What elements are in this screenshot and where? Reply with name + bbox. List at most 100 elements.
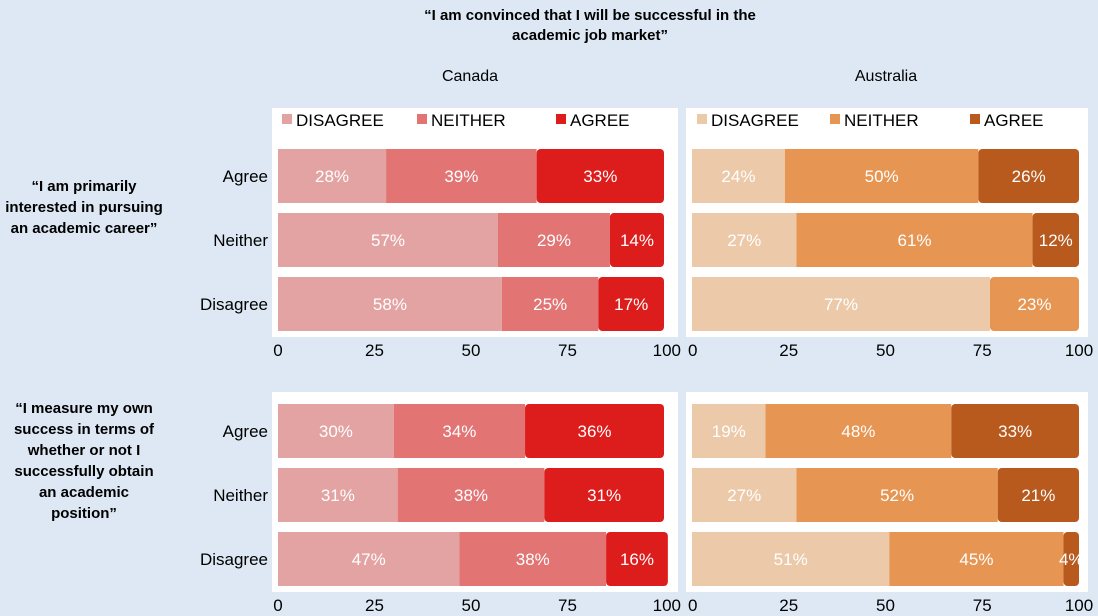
legend-label-canada-disagree: DISAGREE [296,111,384,130]
data-label-career-australia-disagree-disagree: 77% [824,295,858,314]
data-label-success-australia-disagree-neither: 45% [959,550,993,569]
bar-success-australia-agree-disagree [692,404,766,458]
bar-success-canada-neither-neither [397,468,545,522]
bar-career-canada-agree-disagree [278,149,387,203]
bar-career-canada-neither-agree [609,213,664,267]
tick-label-career-australia-100: 100 [1065,341,1093,360]
data-label-career-australia-neither-disagree: 27% [727,231,761,250]
category-label-career-neither: Neither [213,231,268,250]
legend-swatch-canada-disagree [282,114,292,124]
bar-success-canada-disagree-agree [606,532,668,586]
chart-title: “I am convinced that I will be successfu… [424,7,756,44]
data-label-success-australia-neither-agree: 21% [1021,486,1055,505]
data-label-success-australia-agree-neither: 48% [841,422,875,441]
data-label-success-canada-neither-disagree: 31% [321,486,355,505]
bar-career-australia-disagree-neither [989,277,1079,331]
bar-success-australia-disagree-neither [889,532,1064,586]
data-label-success-canada-neither-agree: 31% [587,486,621,505]
tick-label-career-australia-50: 50 [876,341,895,360]
data-label-success-canada-agree-neither: 34% [442,422,476,441]
bar-career-australia-disagree-disagree [692,277,990,331]
bar-career-australia-agree-disagree [692,149,785,203]
data-label-career-canada-disagree-agree: 17% [614,295,648,314]
legend-swatch-australia-agree [970,114,980,124]
bar-success-australia-neither-disagree [692,468,797,522]
tick-label-career-canada-25: 25 [365,341,384,360]
tick-label-success-canada-0: 0 [273,596,282,615]
legend-swatch-canada-neither [417,114,427,124]
tick-label-success-canada-25: 25 [365,596,384,615]
data-label-success-australia-agree-disagree: 19% [712,422,746,441]
data-label-success-australia-neither-disagree: 27% [727,486,761,505]
bar-success-canada-neither-agree [544,468,664,522]
tick-label-success-australia-75: 75 [973,596,992,615]
bar-career-australia-agree-agree [978,149,1079,203]
bar-career-canada-disagree-disagree [278,277,502,331]
bar-success-canada-neither-disagree [278,468,398,522]
data-label-career-australia-agree-neither: 50% [865,167,899,186]
bar-success-australia-disagree-disagree [692,532,890,586]
data-label-success-canada-disagree-agree: 16% [620,550,654,569]
tick-label-career-australia-0: 0 [688,341,697,360]
tick-label-career-canada-50: 50 [462,341,481,360]
row-title-success: “I measure my own success in terms of wh… [13,400,155,522]
bar-career-canada-neither-disagree [278,213,499,267]
data-label-success-australia-disagree-disagree: 51% [774,550,808,569]
legend-label-australia-disagree: DISAGREE [711,111,799,130]
data-label-career-canada-agree-neither: 39% [444,167,478,186]
bar-career-australia-neither-disagree [692,213,797,267]
bar-career-canada-agree-neither [386,149,537,203]
data-label-career-australia-neither-agree: 12% [1039,231,1073,250]
category-label-career-disagree: Disagree [200,295,268,314]
tick-label-success-canada-100: 100 [653,596,681,615]
bar-success-canada-disagree-disagree [278,532,460,586]
data-label-success-canada-disagree-disagree: 47% [352,550,386,569]
data-label-career-canada-disagree-neither: 25% [533,295,567,314]
category-label-career-agree: Agree [223,167,268,186]
data-label-career-canada-agree-agree: 33% [583,167,617,186]
data-label-career-canada-neither-neither: 29% [537,231,571,250]
data-label-career-australia-agree-disagree: 24% [721,167,755,186]
tick-label-success-canada-50: 50 [462,596,481,615]
bar-career-canada-neither-neither [498,213,610,267]
data-label-success-canada-agree-disagree: 30% [319,422,353,441]
data-label-success-australia-agree-agree: 33% [998,422,1032,441]
data-label-career-australia-neither-neither: 61% [898,231,932,250]
region-title-canada: Canada [441,68,499,85]
legend-swatch-australia-neither [830,114,840,124]
data-label-career-canada-neither-agree: 14% [620,231,654,250]
data-label-success-canada-neither-neither: 38% [454,486,488,505]
data-label-career-canada-agree-disagree: 28% [315,167,349,186]
tick-label-career-australia-75: 75 [973,341,992,360]
legend-label-australia-agree: AGREE [984,111,1044,130]
bar-success-australia-neither-agree [997,468,1079,522]
bar-career-australia-neither-agree [1032,213,1079,267]
legend-label-canada-neither: NEITHER [431,111,506,130]
data-label-career-australia-disagree-neither: 23% [1017,295,1051,314]
bar-success-canada-agree-agree [525,404,664,458]
category-label-success-disagree: Disagree [200,550,268,569]
data-label-career-canada-neither-disagree: 57% [371,231,405,250]
data-label-success-canada-agree-agree: 36% [578,422,612,441]
legend-label-canada-agree: AGREE [570,111,630,130]
legend-swatch-canada-agree [556,114,566,124]
bar-career-canada-agree-agree [536,149,664,203]
bar-success-australia-agree-neither [765,404,952,458]
bar-career-canada-disagree-neither [501,277,599,331]
tick-label-career-canada-100: 100 [653,341,681,360]
data-label-success-canada-disagree-neither: 38% [516,550,550,569]
bar-success-australia-agree-agree [951,404,1079,458]
data-label-career-canada-disagree-disagree: 58% [373,295,407,314]
tick-label-success-australia-50: 50 [876,596,895,615]
bar-success-canada-agree-neither [393,404,526,458]
bar-success-canada-agree-disagree [278,404,394,458]
bar-success-australia-disagree-agree [1063,532,1079,586]
tick-label-career-australia-25: 25 [779,341,798,360]
bar-career-australia-neither-neither [796,213,1033,267]
region-title-australia: Australia [854,68,918,85]
category-label-success-neither: Neither [213,486,268,505]
data-label-career-australia-agree-agree: 26% [1012,167,1046,186]
legend-swatch-australia-disagree [697,114,707,124]
tick-label-career-canada-75: 75 [558,341,577,360]
tick-label-success-australia-25: 25 [779,596,798,615]
